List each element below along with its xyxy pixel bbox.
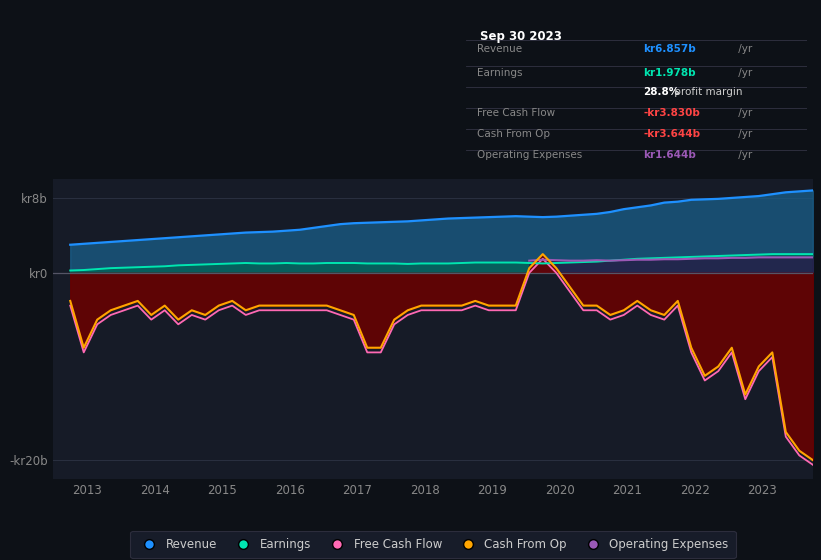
Text: Revenue: Revenue: [476, 44, 521, 54]
Text: /yr: /yr: [736, 151, 753, 161]
Text: Free Cash Flow: Free Cash Flow: [476, 109, 555, 119]
Text: kr6.857b: kr6.857b: [644, 44, 696, 54]
Text: Sep 30 2023: Sep 30 2023: [480, 30, 562, 43]
Text: 28.8%: 28.8%: [644, 87, 680, 97]
Text: /yr: /yr: [736, 44, 753, 54]
Text: kr1.978b: kr1.978b: [644, 68, 696, 78]
Text: -kr3.830b: -kr3.830b: [644, 109, 700, 119]
Text: Cash From Op: Cash From Op: [476, 129, 549, 139]
Legend: Revenue, Earnings, Free Cash Flow, Cash From Op, Operating Expenses: Revenue, Earnings, Free Cash Flow, Cash …: [131, 531, 736, 558]
Text: Earnings: Earnings: [476, 68, 522, 78]
Text: /yr: /yr: [736, 109, 753, 119]
Text: profit margin: profit margin: [671, 87, 742, 97]
Text: -kr3.644b: -kr3.644b: [644, 129, 700, 139]
Text: /yr: /yr: [736, 129, 753, 139]
Text: kr1.644b: kr1.644b: [644, 151, 696, 161]
Text: Operating Expenses: Operating Expenses: [476, 151, 582, 161]
Text: /yr: /yr: [736, 68, 753, 78]
